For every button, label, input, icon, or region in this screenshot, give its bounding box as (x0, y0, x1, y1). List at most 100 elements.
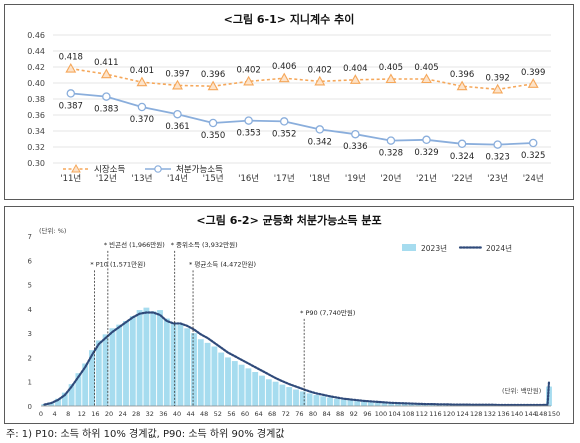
y-axis-unit: (단위: %) (39, 226, 66, 235)
data-label: 0.402 (308, 65, 332, 75)
data-label: 0.406 (272, 62, 296, 72)
data-label: 0.350 (201, 131, 225, 141)
x-tick-label: 116 (429, 410, 441, 418)
y-tick-label: 0.38 (27, 95, 45, 104)
annotation-label: * P10 (1,571만원) (90, 259, 145, 268)
histogram-bar-2023 (300, 391, 306, 406)
x-tick-label: 64 (254, 410, 262, 418)
x-tick-label: '24년 (523, 173, 544, 184)
chart-title: <그림 6-1> 지니계수 추이 (224, 12, 355, 26)
data-label: 0.404 (343, 64, 367, 74)
x-tick-label: 4 (53, 410, 57, 418)
histogram-bar-2023 (320, 396, 326, 406)
legend-label-2023: 2023년 (421, 243, 447, 253)
data-label: 0.352 (272, 129, 296, 139)
annotation-label: * P90 (7,740만원) (300, 308, 355, 317)
data-point-disposable-income (103, 93, 110, 100)
data-label: 0.397 (165, 69, 189, 79)
histogram-bar-2023 (225, 357, 231, 406)
histogram-bar-2023 (164, 319, 170, 406)
histogram-bar-2023 (245, 368, 251, 406)
x-tick-label: 88 (336, 410, 344, 418)
histogram-bar-2023 (198, 339, 204, 406)
histogram-bar-2023 (252, 372, 258, 406)
histogram-bar-2023 (211, 347, 217, 407)
histogram-bar-2023 (109, 328, 115, 406)
annotation-label: * 평균소득 (4,472만원) (189, 259, 256, 268)
x-tick-label: '13년 (131, 173, 152, 184)
y-tick-label: 0.34 (27, 127, 45, 136)
x-tick-label: '11년 (60, 173, 81, 184)
gini-chart-panel: <그림 6-1> 지니계수 추이 0.30 0.32 0.34 0.36 0.38 0.40… (4, 4, 574, 200)
data-label: 0.370 (130, 115, 154, 125)
data-point-disposable-income (387, 137, 394, 144)
histogram-bar-2023 (232, 361, 238, 406)
x-tick-label: 16 (91, 410, 99, 418)
y-tick-label: 2 (28, 354, 32, 362)
data-point-disposable-income (423, 136, 430, 143)
data-point-disposable-income (67, 90, 74, 97)
histogram-bar-2023 (327, 398, 333, 407)
income-distribution-bar-chart: <그림 6-2> 균등화 처분가능소득 분포(단위: %)012345670 4 8… (5, 207, 573, 423)
annotation-label: * 빈곤선 (1,966만원) (104, 240, 165, 249)
x-tick-label: 20 (105, 410, 113, 418)
chart-title: <그림 6-2> 균등화 처분가능소득 분포 (196, 213, 381, 227)
x-tick-label: 36 (159, 410, 167, 418)
x-tick-label: 104 (388, 410, 400, 418)
data-label: 0.353 (236, 129, 260, 139)
data-point-disposable-income (245, 117, 252, 124)
data-label: 0.396 (201, 70, 225, 80)
x-tick-label: 0 (39, 410, 43, 418)
income-distribution-panel: <그림 6-2> 균등화 처분가능소득 분포 (단위: %) 0 1 2 3 4 5 6 7 0 4 8… (4, 206, 574, 424)
y-tick-label: 5 (28, 282, 32, 290)
data-label: 0.383 (94, 105, 118, 115)
x-tick-label: 48 (200, 410, 208, 418)
data-point-market-income (66, 64, 75, 72)
x-tick-label: 12 (78, 410, 86, 418)
x-tick-label: '23년 (487, 173, 508, 184)
data-point-disposable-income (209, 119, 216, 126)
y-tick-label: 0.36 (27, 111, 45, 120)
data-label: 0.336 (343, 142, 367, 152)
x-tick-label: 120 (443, 410, 455, 418)
data-label: 0.392 (485, 73, 509, 83)
x-tick-label: 132 (484, 410, 496, 418)
y-tick-label: 0.40 (27, 79, 45, 88)
data-point-disposable-income (494, 141, 501, 148)
data-label: 0.325 (521, 151, 545, 161)
data-point-market-income (137, 78, 146, 86)
data-label: 0.361 (165, 122, 189, 132)
data-point-disposable-income (138, 103, 145, 110)
data-label: 0.401 (130, 66, 154, 76)
x-tick-label: 28 (132, 410, 140, 418)
legend-label-disposable-income: 처분가능소득 (176, 165, 223, 175)
x-tick-label: 56 (227, 410, 235, 418)
histogram-bar-2023 (368, 402, 374, 406)
y-tick-label: 7 (28, 233, 32, 241)
histogram-bar-2023 (171, 323, 177, 406)
legend-swatch-2023 (402, 244, 416, 251)
data-label: 0.329 (414, 148, 438, 158)
y-tick-label: 0.30 (27, 159, 45, 168)
histogram-bar-2023 (334, 399, 340, 406)
x-tick-label: 92 (350, 410, 358, 418)
x-tick-label: 108 (402, 410, 414, 418)
x-tick-label: '21년 (416, 173, 437, 184)
y-tick-label: 0.42 (27, 63, 45, 72)
x-tick-label: 24 (118, 410, 126, 418)
y-tick-label: 3 (28, 330, 32, 338)
x-tick-label: '18년 (309, 173, 330, 184)
x-tick-label: 80 (309, 410, 317, 418)
x-axis-unit: (단위: 백만원) (502, 386, 541, 395)
histogram-bar-2023 (177, 325, 183, 406)
x-tick-label: 40 (173, 410, 181, 418)
x-tick-label: 44 (186, 410, 194, 418)
x-tick-label: 128 (470, 410, 482, 418)
histogram-bar-2023 (239, 365, 245, 406)
x-tick-label: 8 (66, 410, 70, 418)
x-tick-label: 84 (322, 410, 330, 418)
y-tick-label: 0.44 (27, 47, 45, 56)
histogram-bar-2023 (273, 382, 279, 406)
histogram-bar-2023 (150, 311, 156, 406)
x-tick-label: '20년 (380, 173, 401, 184)
